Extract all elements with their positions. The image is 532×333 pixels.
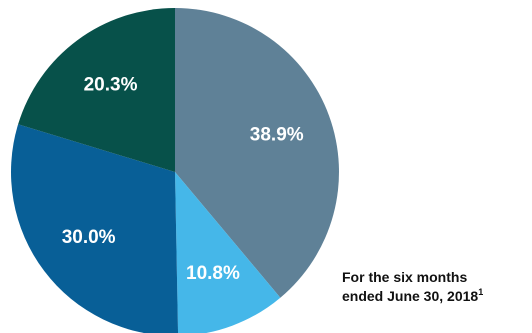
caption-line-1: For the six months xyxy=(342,269,468,285)
pie-slice-3 xyxy=(11,124,179,333)
pie-slice-label-1: 38.9% xyxy=(250,125,304,146)
caption-line-2: ended June 30, 20181 xyxy=(342,287,483,306)
pie-slice-1 xyxy=(175,8,339,298)
caption-line-2-text: ended June 30, 2018 xyxy=(342,288,479,304)
pie-slice-4 xyxy=(18,8,175,172)
pie-slice-label-3: 30.0% xyxy=(62,227,116,248)
pie-labels: 38.9% 10.8% 30.0% 20.3% xyxy=(62,75,304,284)
pie-slice-label-2: 10.8% xyxy=(186,263,240,284)
pie-slice-2 xyxy=(175,172,281,333)
pie-slices xyxy=(11,8,339,333)
chart-caption: For the six months ended June 30, 20181 xyxy=(342,268,483,306)
pie-slice-label-4: 20.3% xyxy=(84,75,138,96)
footnote-marker: 1 xyxy=(478,287,484,297)
